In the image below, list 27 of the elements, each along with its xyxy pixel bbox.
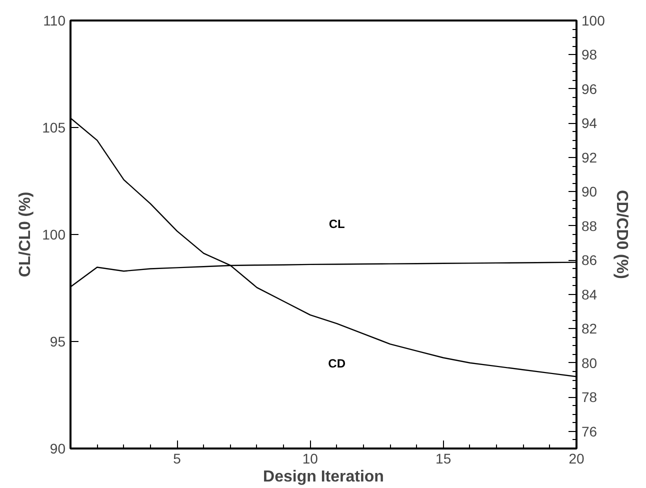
y-tick-label: 105 <box>42 120 66 136</box>
y2-tick-label: 76 <box>582 423 598 440</box>
y2-tick-label: 82 <box>582 320 598 337</box>
y2-tick-label: 86 <box>582 252 598 268</box>
x-axis-title: Design Iteration <box>263 468 384 486</box>
y2-tick-label: 96 <box>582 80 598 97</box>
x-tick-label: 20 <box>568 450 584 466</box>
y2-tick-label: 92 <box>582 149 598 166</box>
y-tick-label: 90 <box>50 440 66 456</box>
y2-tick-label: 84 <box>582 286 598 302</box>
text: CD <box>328 356 346 371</box>
y-tick-label: 95 <box>50 334 66 350</box>
y-tick-label: 110 <box>43 12 66 28</box>
y2-tick-label: 100 <box>582 12 606 28</box>
x-tick-label: 15 <box>436 450 452 466</box>
y2-tick-label: 90 <box>582 184 598 200</box>
y2-tick-label: 80 <box>582 354 598 371</box>
y2-axis-title: CD/CD0 (%) <box>612 190 630 279</box>
y2-tick-label: 98 <box>582 46 598 63</box>
y-axis-title: CL/CL0 (%) <box>17 192 34 278</box>
x-tick-label: 5 <box>173 450 182 466</box>
y2-tick-label: 94 <box>582 115 598 132</box>
x-tick-label: 10 <box>302 450 318 466</box>
y2-tick-label: 88 <box>582 218 598 234</box>
y-tick-label: 100 <box>42 226 66 242</box>
text: CL <box>328 217 345 232</box>
y2-tick-label: 78 <box>582 389 598 406</box>
